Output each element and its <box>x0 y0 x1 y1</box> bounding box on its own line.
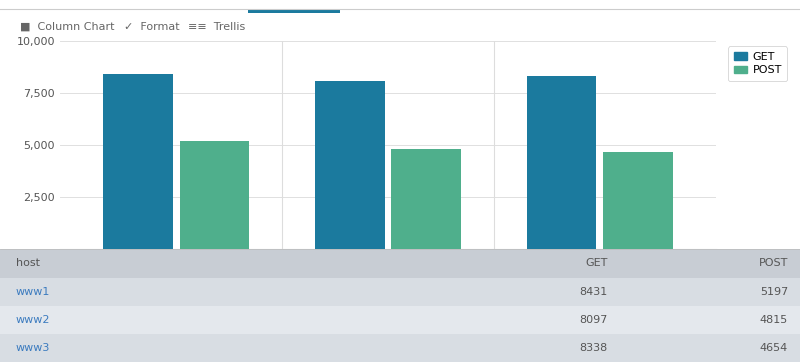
FancyBboxPatch shape <box>0 278 800 306</box>
Text: 4815: 4815 <box>760 315 788 325</box>
Bar <box>602 152 673 249</box>
Text: ✓  Format: ✓ Format <box>124 22 180 32</box>
Text: 8097: 8097 <box>580 315 608 325</box>
FancyBboxPatch shape <box>0 306 800 334</box>
X-axis label: host: host <box>376 270 400 280</box>
Text: 8338: 8338 <box>580 343 608 353</box>
Bar <box>526 76 597 249</box>
Bar <box>103 73 174 249</box>
Text: www2: www2 <box>16 315 50 325</box>
Bar <box>315 81 385 249</box>
Text: 5197: 5197 <box>760 287 788 296</box>
Text: GET: GET <box>586 258 608 269</box>
Legend: GET, POST: GET, POST <box>728 46 787 81</box>
Text: ≡≡  Trellis: ≡≡ Trellis <box>188 22 246 32</box>
Text: 8431: 8431 <box>580 287 608 296</box>
Text: www1: www1 <box>16 287 50 296</box>
Bar <box>391 149 461 249</box>
Bar <box>179 141 250 249</box>
Text: 4654: 4654 <box>760 343 788 353</box>
Text: ■  Column Chart: ■ Column Chart <box>20 22 114 32</box>
Text: www3: www3 <box>16 343 50 353</box>
FancyBboxPatch shape <box>248 9 340 13</box>
Text: host: host <box>16 258 40 269</box>
FancyBboxPatch shape <box>0 249 800 278</box>
FancyBboxPatch shape <box>0 334 800 362</box>
Text: POST: POST <box>758 258 788 269</box>
